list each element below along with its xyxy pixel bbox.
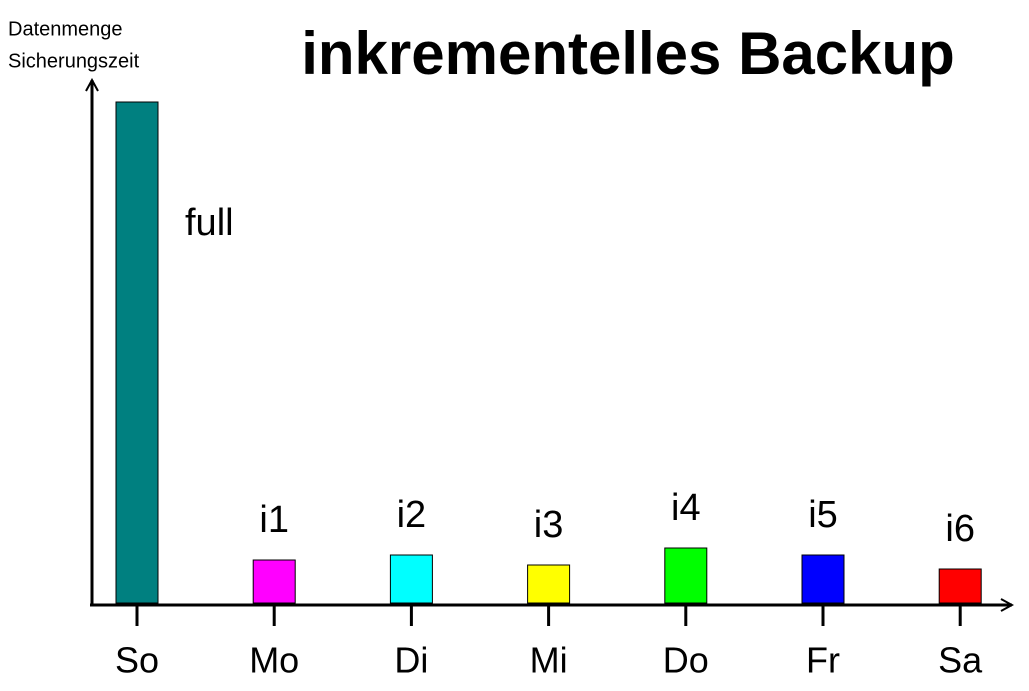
x-tick-label: Fr	[806, 640, 840, 681]
bar-label: i4	[671, 487, 701, 529]
bar	[801, 554, 845, 604]
bar	[527, 564, 571, 604]
bar	[938, 568, 982, 604]
x-tick-label: Mo	[249, 640, 299, 681]
x-tick-label: Do	[663, 640, 709, 681]
bar-label: i5	[808, 494, 838, 536]
x-tick-label: So	[115, 640, 159, 681]
x-tick-label: Mi	[530, 640, 568, 681]
y-axis-label: Datenmenge	[8, 18, 123, 40]
x-tick-label: Di	[394, 640, 428, 681]
y-axis-label: Sicherungszeit	[8, 50, 140, 72]
bar	[252, 559, 296, 604]
bar	[389, 554, 433, 604]
bar	[664, 547, 708, 604]
bar-label: i6	[945, 508, 975, 550]
x-tick-label: Sa	[938, 640, 983, 681]
bar-label: full	[185, 202, 234, 244]
bar-label: i3	[534, 504, 564, 546]
bar-label: i2	[397, 494, 427, 536]
chart-title: inkrementelles Backup	[301, 20, 955, 87]
bar-label: i1	[259, 499, 289, 541]
bar	[115, 101, 159, 604]
